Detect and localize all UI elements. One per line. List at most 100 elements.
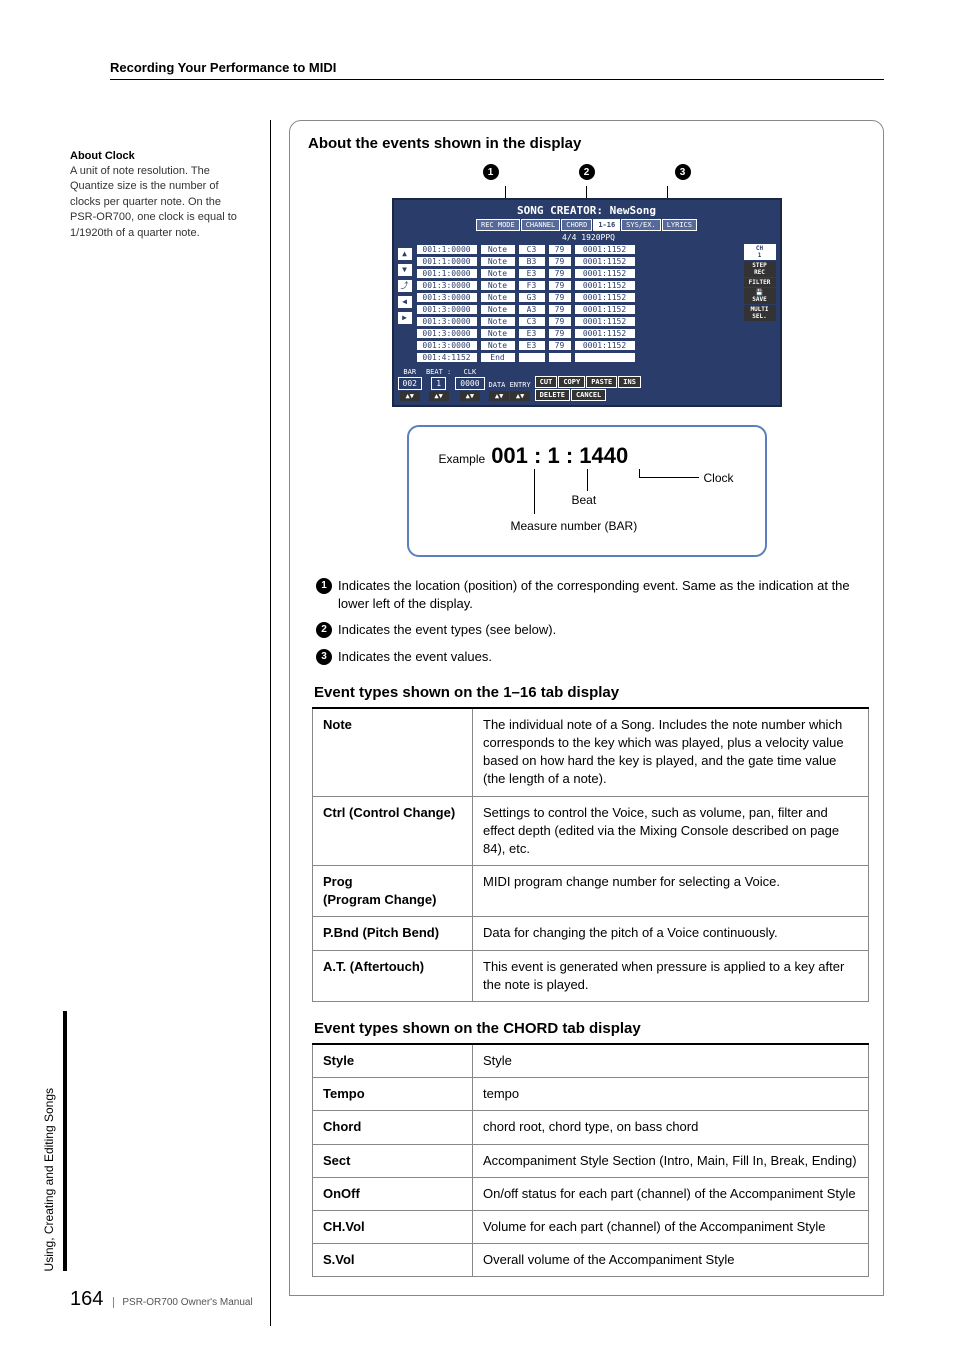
note-title: About Clock (70, 150, 250, 162)
lcd-right-icon: FILTER (744, 278, 776, 287)
table-label: CH.Vol (313, 1210, 473, 1243)
lcd-cell: Note (480, 256, 516, 267)
lcd-tab: LYRICS (662, 219, 697, 231)
anno-measure: Measure number (BAR) (511, 519, 638, 533)
lcd-cell: E3 (518, 268, 546, 279)
lcd-cell: C3 (518, 316, 546, 327)
table-desc: MIDI program change number for selecting… (473, 866, 869, 917)
lcd-bottom-button: INS (618, 376, 641, 388)
lcd-cell: 001:3:0000 (416, 292, 478, 303)
lcd-cell: E3 (518, 328, 546, 339)
lcd-cell: 0001:1152 (574, 256, 636, 267)
table-row: S.VolOverall volume of the Accompaniment… (313, 1244, 869, 1277)
table1-title: Event types shown on the 1–16 tab displa… (314, 684, 865, 701)
table-label: Note (313, 708, 473, 796)
lcd-cell: 001:3:0000 (416, 340, 478, 351)
lcd-bottom-button: CANCEL (571, 389, 606, 401)
indicator-number: 3 (316, 649, 332, 665)
lcd-cell: 0001:1152 (574, 280, 636, 291)
lcd-side-icon: ▶ (398, 312, 412, 324)
lcd-cell: 79 (548, 328, 572, 339)
table-row: CH.VolVolume for each part (channel) of … (313, 1210, 869, 1243)
table-label: Ctrl (Control Change) (313, 796, 473, 866)
table-label: P.Bnd (Pitch Bend) (313, 917, 473, 950)
example-sep2: : (560, 443, 580, 468)
sidebar-text: Using, Creating and Editing Songs (42, 1088, 56, 1271)
lcd-bottom-button: COPY (558, 376, 585, 388)
example-box: Example 001 : 1 : 1440 Clock Beat Measur… (407, 425, 767, 557)
clk-arrows: ▲▼ (460, 391, 480, 401)
lcd-cell: 0001:1152 (574, 304, 636, 315)
lcd-cell: F3 (518, 280, 546, 291)
table-row: A.T. (Aftertouch)This event is generated… (313, 950, 869, 1001)
table-desc: Settings to control the Voice, such as v… (473, 796, 869, 866)
table-row: StyleStyle (313, 1044, 869, 1078)
lcd-cell: 0001:1152 (574, 268, 636, 279)
lcd-bottom-button: PASTE (586, 376, 617, 388)
lcd-cell: 79 (548, 256, 572, 267)
table-row: SectAccompaniment Style Section (Intro, … (313, 1144, 869, 1177)
lcd-tab: REC MODE (476, 219, 520, 231)
lcd-cell: C3 (518, 244, 546, 255)
lcd-cell: Note (480, 244, 516, 255)
lcd-cell: 001:1:0000 (416, 256, 478, 267)
beat-arrows: ▲▼ (429, 391, 449, 401)
example-clock: 1440 (579, 443, 628, 468)
table-desc: Overall volume of the Accompaniment Styl… (473, 1244, 869, 1277)
beat-value: 1 (431, 377, 446, 390)
lcd-row: 001:3:0000NoteC3790001:1152 (416, 316, 744, 327)
lcd-cell: Note (480, 292, 516, 303)
lcd-cell: 0001:1152 (574, 340, 636, 351)
lcd-cell: End (480, 352, 516, 363)
lcd-side-icon: ▼ (398, 264, 412, 276)
lcd-row: 001:1:0000NoteB3790001:1152 (416, 256, 744, 267)
anno-beat: Beat (572, 493, 597, 507)
lcd-right-icon: STEPREC (744, 261, 776, 277)
table-desc: tempo (473, 1078, 869, 1111)
table-desc: On/off status for each part (channel) of… (473, 1177, 869, 1210)
table-label: Chord (313, 1111, 473, 1144)
anno-clock: Clock (704, 471, 734, 485)
lcd-bottom-button: DELETE (535, 389, 570, 401)
example-label: Example (439, 452, 486, 466)
table2-title: Event types shown on the CHORD tab displ… (314, 1020, 865, 1037)
lcd-cell: Note (480, 268, 516, 279)
lcd-cell: 79 (548, 244, 572, 255)
table-label: S.Vol (313, 1244, 473, 1277)
indicator-number: 2 (316, 622, 332, 638)
lcd-cell: 79 (548, 304, 572, 315)
lcd-row: 001:1:0000NoteE3790001:1152 (416, 268, 744, 279)
lcd-cell: 001:1:0000 (416, 244, 478, 255)
lcd-cell: 79 (548, 340, 572, 351)
lcd-cell: 79 (548, 268, 572, 279)
diagram-area: 1 2 3 SONG CREATOR: NewSong REC MODECHAN… (308, 164, 865, 557)
example-sep1: : (528, 443, 548, 468)
lcd-bottom-button: CUT (535, 376, 558, 388)
indicator-1: 1 (483, 164, 499, 180)
table-row: Prog (Program Change)MIDI program change… (313, 866, 869, 917)
lcd-cell: 79 (548, 292, 572, 303)
lcd-tab: SYS/EX. (621, 219, 661, 231)
data-entry-arrow1: ▲▼ (489, 391, 509, 401)
bar-arrows: ▲▼ (400, 391, 420, 401)
bar-label: BAR (403, 368, 416, 376)
lcd-cell: 001:3:0000 (416, 280, 478, 291)
lcd-cell: 001:1:0000 (416, 268, 478, 279)
indicator-desc-text: Indicates the location (position) of the… (338, 577, 865, 613)
lcd-cell: 001:3:0000 (416, 328, 478, 339)
lcd-cell: 79 (548, 280, 572, 291)
lcd-cell: Note (480, 340, 516, 351)
lcd-row: 001:3:0000NoteF3790001:1152 (416, 280, 744, 291)
indicator-2: 2 (579, 164, 595, 180)
lcd-row: 001:3:0000NoteE3790001:1152 (416, 328, 744, 339)
lcd-cell: 0001:1152 (574, 244, 636, 255)
note-text: A unit of note resolution. The Quantize … (70, 164, 250, 241)
table-label: A.T. (Aftertouch) (313, 950, 473, 1001)
table-desc: chord root, chord type, on bass chord (473, 1111, 869, 1144)
indicator-desc-item: 1Indicates the location (position) of th… (316, 577, 865, 613)
example-beat: 1 (547, 443, 559, 468)
example-bar: 001 (491, 443, 528, 468)
lcd-cell: A3 (518, 304, 546, 315)
table-label: Prog (Program Change) (313, 866, 473, 917)
table-row: OnOffOn/off status for each part (channe… (313, 1177, 869, 1210)
